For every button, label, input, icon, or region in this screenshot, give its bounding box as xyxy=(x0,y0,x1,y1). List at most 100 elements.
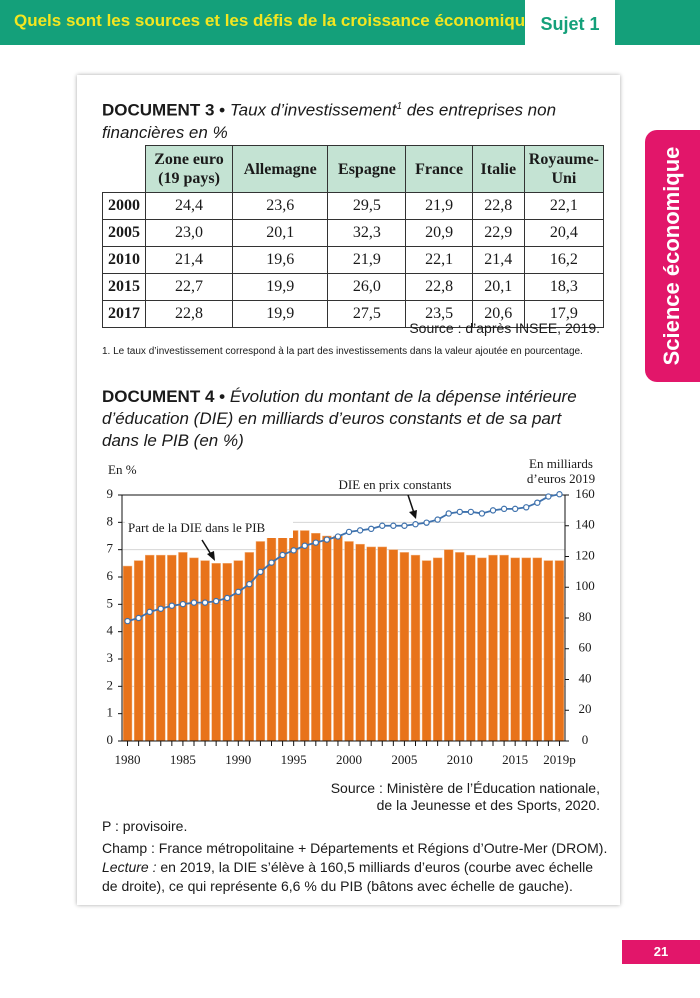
bar xyxy=(311,533,321,742)
table-cell: 19,9 xyxy=(231,273,329,301)
line-point xyxy=(489,507,497,514)
source: Source : d’après INSEE, 2019. xyxy=(409,320,600,336)
bar xyxy=(466,554,476,742)
table-cell: 22,1 xyxy=(523,192,605,220)
line-point xyxy=(135,614,142,622)
bar xyxy=(477,557,487,742)
x-tick-label: 2000 xyxy=(336,752,362,767)
table-cell: 19,9 xyxy=(231,300,329,328)
bar xyxy=(189,557,199,742)
document-label: DOCUMENT 4 • xyxy=(102,387,226,406)
x-tick-label: 2005 xyxy=(391,752,417,767)
annotation-arrowhead xyxy=(409,510,417,519)
table-cell: 21,9 xyxy=(327,246,407,274)
table-cell: 23,0 xyxy=(145,219,233,247)
column-header: France xyxy=(405,145,473,193)
line-point xyxy=(168,602,176,609)
line-point xyxy=(367,525,375,533)
line-point xyxy=(423,519,430,526)
chart: 0 1 2 3 4 5 6 7 8 9 0 20 40 60 80 100 120 140 160 En % 1980 1… xyxy=(107,462,595,767)
line-point xyxy=(179,600,187,608)
y2-tick-label: 120 xyxy=(575,547,595,562)
bar xyxy=(532,557,542,742)
bar xyxy=(455,552,465,742)
footnote-ref: 1 xyxy=(396,101,402,112)
bar xyxy=(399,552,410,742)
x-tick-label: 1995 xyxy=(281,752,307,767)
table-cell: 19,6 xyxy=(231,246,329,274)
bar xyxy=(133,560,144,742)
line-point xyxy=(312,539,320,546)
header-row: Zone euro (19 pays) Allemagne Espagne Franc… xyxy=(102,145,605,193)
footnote: 1. Le taux d’investissement correspond à… xyxy=(102,346,583,357)
line-point xyxy=(157,605,164,612)
table-cell: 23,5 xyxy=(405,300,473,328)
line-point xyxy=(235,588,242,596)
note: P : provisoire. xyxy=(102,818,188,834)
column-header: Zone euro (19 pays) xyxy=(145,145,233,193)
bar xyxy=(145,554,155,742)
table-cell: 21,4 xyxy=(471,246,525,274)
bar xyxy=(211,563,221,742)
notes: P : provisoire. Champ : France métropoli… xyxy=(102,817,612,896)
bar xyxy=(488,554,498,742)
y-tick-label: 8 xyxy=(107,513,114,528)
line-point xyxy=(500,505,508,513)
bar xyxy=(432,557,443,742)
table-cell: 20,1 xyxy=(471,273,525,301)
column-header: Italie xyxy=(471,145,525,193)
table-cell: 22,8 xyxy=(145,300,233,328)
data-table: Zone euro (19 pays) Allemagne Espagne Franc… xyxy=(102,145,605,328)
column-header: Allemagne xyxy=(231,145,329,193)
line-point xyxy=(124,617,131,625)
bar xyxy=(167,554,177,742)
bar xyxy=(388,549,399,742)
line-point xyxy=(401,522,408,529)
y-tick-label: 4 xyxy=(107,623,114,638)
y-tick-label: 3 xyxy=(107,650,114,665)
row-header: 2000 xyxy=(102,192,146,220)
line-point xyxy=(545,493,552,500)
note: Champ : France métropolitaine + Départem… xyxy=(102,840,608,856)
document-title-rest: des entreprises non financières en % xyxy=(102,100,557,142)
document-heading: DOCUMENT 4 • Évolution du montant de la … xyxy=(102,386,602,452)
source: Source : Ministère de l’Éducation nation… xyxy=(331,780,600,814)
y-tick-label: 2 xyxy=(107,677,114,692)
bar xyxy=(122,565,133,742)
line-point xyxy=(290,547,297,554)
bar xyxy=(277,533,288,742)
line-point xyxy=(224,594,231,602)
table-row: 2015 22,7 19,9 26,0 22,8 20,1 18,3 xyxy=(102,273,605,301)
document-title: Évolution du montant de la dépense intér… xyxy=(102,387,577,450)
y2-tick-label: 100 xyxy=(575,578,595,593)
table-cell: 17,9 xyxy=(523,300,605,328)
table-cell: 22,9 xyxy=(471,219,525,247)
line-point xyxy=(257,568,264,576)
bar xyxy=(200,560,210,742)
line-point xyxy=(511,505,519,513)
y-tick-label: 0 xyxy=(107,732,114,747)
bar xyxy=(421,560,432,742)
table-cell: 27,5 xyxy=(327,300,407,328)
y2-tick-label: 40 xyxy=(579,670,592,685)
x-tick-label: 1990 xyxy=(225,752,251,767)
bar xyxy=(510,557,520,742)
line-point xyxy=(390,522,397,529)
bar xyxy=(322,535,332,742)
bar xyxy=(543,560,554,742)
line-point xyxy=(456,508,463,516)
annotation-arrowhead xyxy=(207,551,215,561)
line-point xyxy=(445,510,452,517)
line-point xyxy=(356,527,364,534)
line-point xyxy=(467,508,475,516)
bar xyxy=(554,560,565,742)
y2-tick-label: 20 xyxy=(579,701,592,716)
y2-tick-label: 80 xyxy=(579,609,592,624)
table-row: 2017 22,8 19,9 27,5 23,5 20,6 17,9 xyxy=(102,300,605,328)
line-point xyxy=(301,542,308,549)
y-tick-label: 1 xyxy=(107,705,114,720)
bar xyxy=(521,557,531,742)
table-cell: 20,1 xyxy=(231,219,329,247)
bar xyxy=(222,563,232,742)
